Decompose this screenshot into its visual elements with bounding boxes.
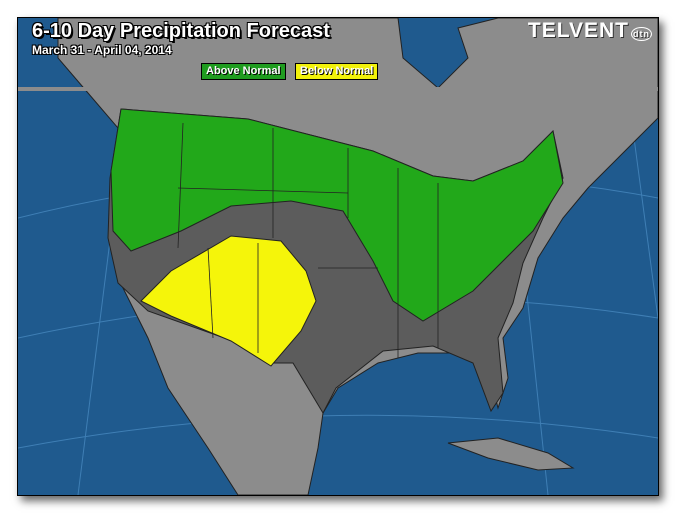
forecast-map-frame: 6-10 Day Precipitation Forecast March 31… xyxy=(17,17,659,496)
region-below-normal xyxy=(140,235,317,367)
telvent-logo: TELVENT dtn xyxy=(527,19,652,42)
precipitation-map xyxy=(18,18,658,495)
legend-above-normal: Above Normal xyxy=(201,63,286,80)
land-cuba xyxy=(447,437,575,471)
date-range: March 31 - April 04, 2014 xyxy=(32,43,172,57)
state-borders xyxy=(177,122,439,358)
legend-below-normal: Below Normal xyxy=(295,63,379,80)
region-above-normal xyxy=(110,108,564,322)
map-title: 6-10 Day Precipitation Forecast xyxy=(32,20,330,42)
header-divider xyxy=(18,87,658,91)
